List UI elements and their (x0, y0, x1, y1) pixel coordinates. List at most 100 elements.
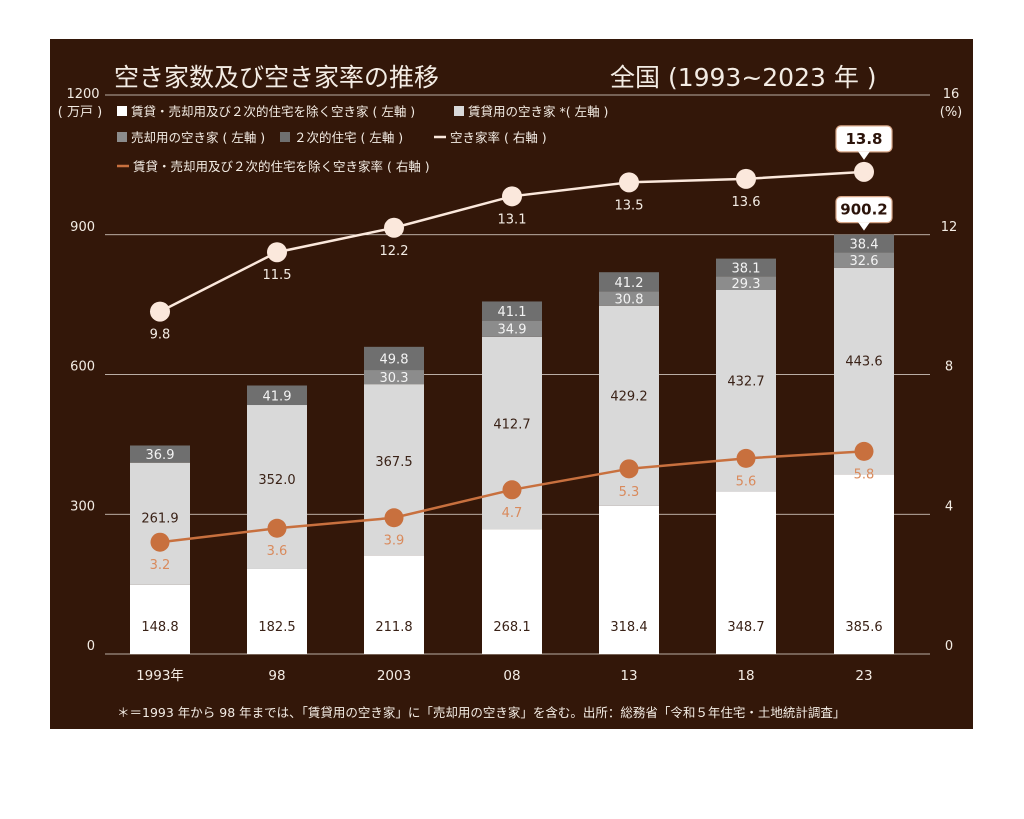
rate-callout-value: 13.8 (845, 130, 882, 148)
bar-value-label: 432.7 (727, 375, 764, 390)
right-tick-label: 4 (945, 499, 953, 514)
vacancy-rate-label: 13.6 (732, 195, 761, 210)
left-tick-label: 0 (87, 639, 95, 654)
bar-segment-other-vacant (482, 529, 542, 654)
x-tick-label: 2003 (377, 668, 411, 684)
left-tick-label: 600 (70, 360, 95, 375)
total-callout-pointer (858, 222, 870, 231)
callouts: 900.2 13.8 (835, 125, 893, 231)
bar-value-label: 38.1 (732, 261, 761, 276)
bar-segment-secondary (716, 258, 776, 277)
left-tick-label: 300 (70, 499, 95, 514)
bar-segment-rental (834, 267, 894, 475)
legend-swatch-other-vacant (117, 106, 127, 116)
other-rate-point (267, 518, 287, 538)
bar-value-label: 148.8 (141, 620, 178, 635)
other-rate-point (854, 441, 874, 461)
vacancy-rate-label: 11.5 (263, 268, 292, 283)
legend-label-secondary: ２次的住宅 ( 左軸 ) (294, 130, 403, 145)
bar-segment-for-sale (834, 252, 894, 268)
chart-subtitle: 全国 (1993~2023 年 ) (610, 63, 877, 92)
bar-segment-for-sale (482, 320, 542, 337)
legend-swatch-for-sale (117, 132, 127, 142)
legend-swatch-secondary (280, 132, 290, 142)
bar-segment-secondary (834, 234, 894, 253)
other-rate-label: 4.7 (502, 506, 523, 521)
vacancy-rate-point (150, 301, 170, 322)
bar-segment-other-vacant (599, 505, 659, 654)
bar-value-label: 34.9 (498, 323, 527, 338)
bar-value-label: 268.1 (493, 620, 530, 635)
right-tick-label: 0 (945, 639, 953, 654)
legend-label-other-rate: 賃貸・売却用及び２次的住宅を除く空き家率 ( 右軸 ) (133, 159, 430, 174)
right-axis-unit-top: 16 (943, 87, 960, 102)
footnote: ＊＝1993 年から 98 年までは、「賃貸用の空き家」に「売却用の空き家」を含… (117, 705, 845, 720)
bar-value-label: 412.7 (493, 417, 530, 432)
x-tick-label: 13 (620, 668, 637, 684)
bar-value-label: 29.3 (732, 277, 761, 292)
bar-value-label: 211.8 (375, 620, 412, 635)
bar-segment-rental (482, 336, 542, 530)
bar-value-label: 41.2 (615, 276, 644, 291)
bar-segment-secondary (364, 346, 424, 371)
bar-segment-secondary (130, 445, 190, 463)
rate-callout-pointer (858, 151, 870, 160)
legend-label-vacancy-rate: 空き家率 ( 右軸 ) (450, 130, 547, 145)
bar-value-label: 41.9 (263, 389, 292, 404)
bar-value-label: 367.5 (375, 455, 412, 470)
bar-segment-other-vacant (364, 555, 424, 654)
x-tick-label: 1993年 (136, 668, 184, 684)
bar-segment-for-sale (599, 291, 659, 306)
vacancy-rate-point (736, 168, 756, 189)
bar-segment-other-vacant (247, 568, 307, 654)
other-rate-label: 3.6 (267, 544, 288, 559)
other-rate-point (619, 459, 639, 479)
other-rate-point (384, 508, 404, 528)
bar-value-label: 429.2 (610, 390, 647, 405)
other-rate-point (502, 480, 522, 500)
bar-value-label: 32.6 (850, 254, 879, 269)
bar-value-label: 36.9 (146, 448, 175, 463)
bar-segment-secondary (247, 385, 307, 406)
x-tick-label: 23 (855, 668, 872, 684)
bar-segment-rental (247, 405, 307, 569)
other-rate-label: 5.3 (619, 485, 640, 500)
vacancy-rate-label: 13.5 (615, 198, 644, 213)
x-tick-label: 08 (503, 668, 520, 684)
rate-callout: 13.8 (835, 125, 893, 160)
x-tick-label: 98 (268, 668, 285, 684)
other-rate-label: 3.2 (150, 558, 171, 573)
vacancy-rate-label: 9.8 (150, 328, 171, 343)
vacancy-rate-point (854, 161, 874, 182)
bar-segment-for-sale (716, 276, 776, 290)
bar-value-label: 352.0 (258, 473, 295, 488)
bar-value-label: 41.1 (498, 305, 527, 320)
chart-title: 空き家数及び空き家率の推移 (114, 63, 439, 92)
other-rate-label: 3.9 (384, 534, 405, 549)
bar-segment-other-vacant (834, 474, 894, 654)
legend-label-other-vacant: 賃貸・売却用及び２次的住宅を除く空き家 ( 左軸 ) (131, 104, 415, 119)
left-axis-unit-top: 1200 (66, 87, 99, 102)
x-tick-label: 18 (737, 668, 754, 684)
bar-segment-other-vacant (130, 584, 190, 654)
legend-label-rental: 賃貸用の空き家 *( 左軸 ) (468, 104, 608, 119)
total-callout: 900.2 (835, 196, 893, 231)
bar-segment-secondary (599, 272, 659, 292)
other-rate-label: 5.6 (736, 474, 757, 489)
bar-value-label: 443.6 (845, 355, 882, 370)
vacancy-rate-point (502, 186, 522, 207)
bar-value-label: 348.7 (727, 620, 764, 635)
vacancy-rate-label: 12.2 (380, 244, 409, 259)
bar-segment-secondary (482, 301, 542, 321)
bar-value-label: 30.3 (380, 371, 409, 386)
bar-value-label: 385.6 (845, 620, 882, 635)
other-rate-point (736, 448, 756, 468)
left-axis-unit: ( 万戸 ) (58, 105, 102, 120)
left-tick-label: 900 (70, 220, 95, 235)
vacancy-rate-point (267, 242, 287, 263)
rate-lines: 9.8 11.5 12.2 13.1 13.5 13.6 3.2 3.6 3.9 4.7 5.3 5.… (150, 161, 874, 573)
bar-value-label: 182.5 (258, 620, 295, 635)
bar-segment-other-vacant (716, 491, 776, 654)
legend-label-for-sale: 売却用の空き家 ( 左軸 ) (131, 130, 265, 145)
